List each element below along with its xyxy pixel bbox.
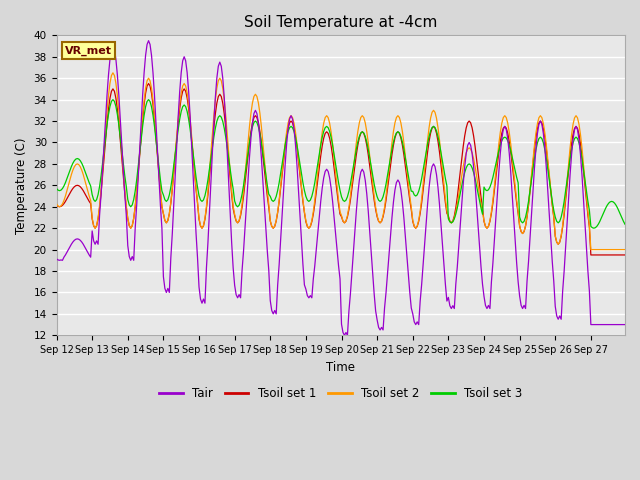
X-axis label: Time: Time — [326, 360, 355, 373]
Title: Soil Temperature at -4cm: Soil Temperature at -4cm — [244, 15, 438, 30]
Text: VR_met: VR_met — [65, 45, 112, 56]
Y-axis label: Temperature (C): Temperature (C) — [15, 137, 28, 234]
Legend: Tair, Tsoil set 1, Tsoil set 2, Tsoil set 3: Tair, Tsoil set 1, Tsoil set 2, Tsoil se… — [154, 382, 527, 404]
